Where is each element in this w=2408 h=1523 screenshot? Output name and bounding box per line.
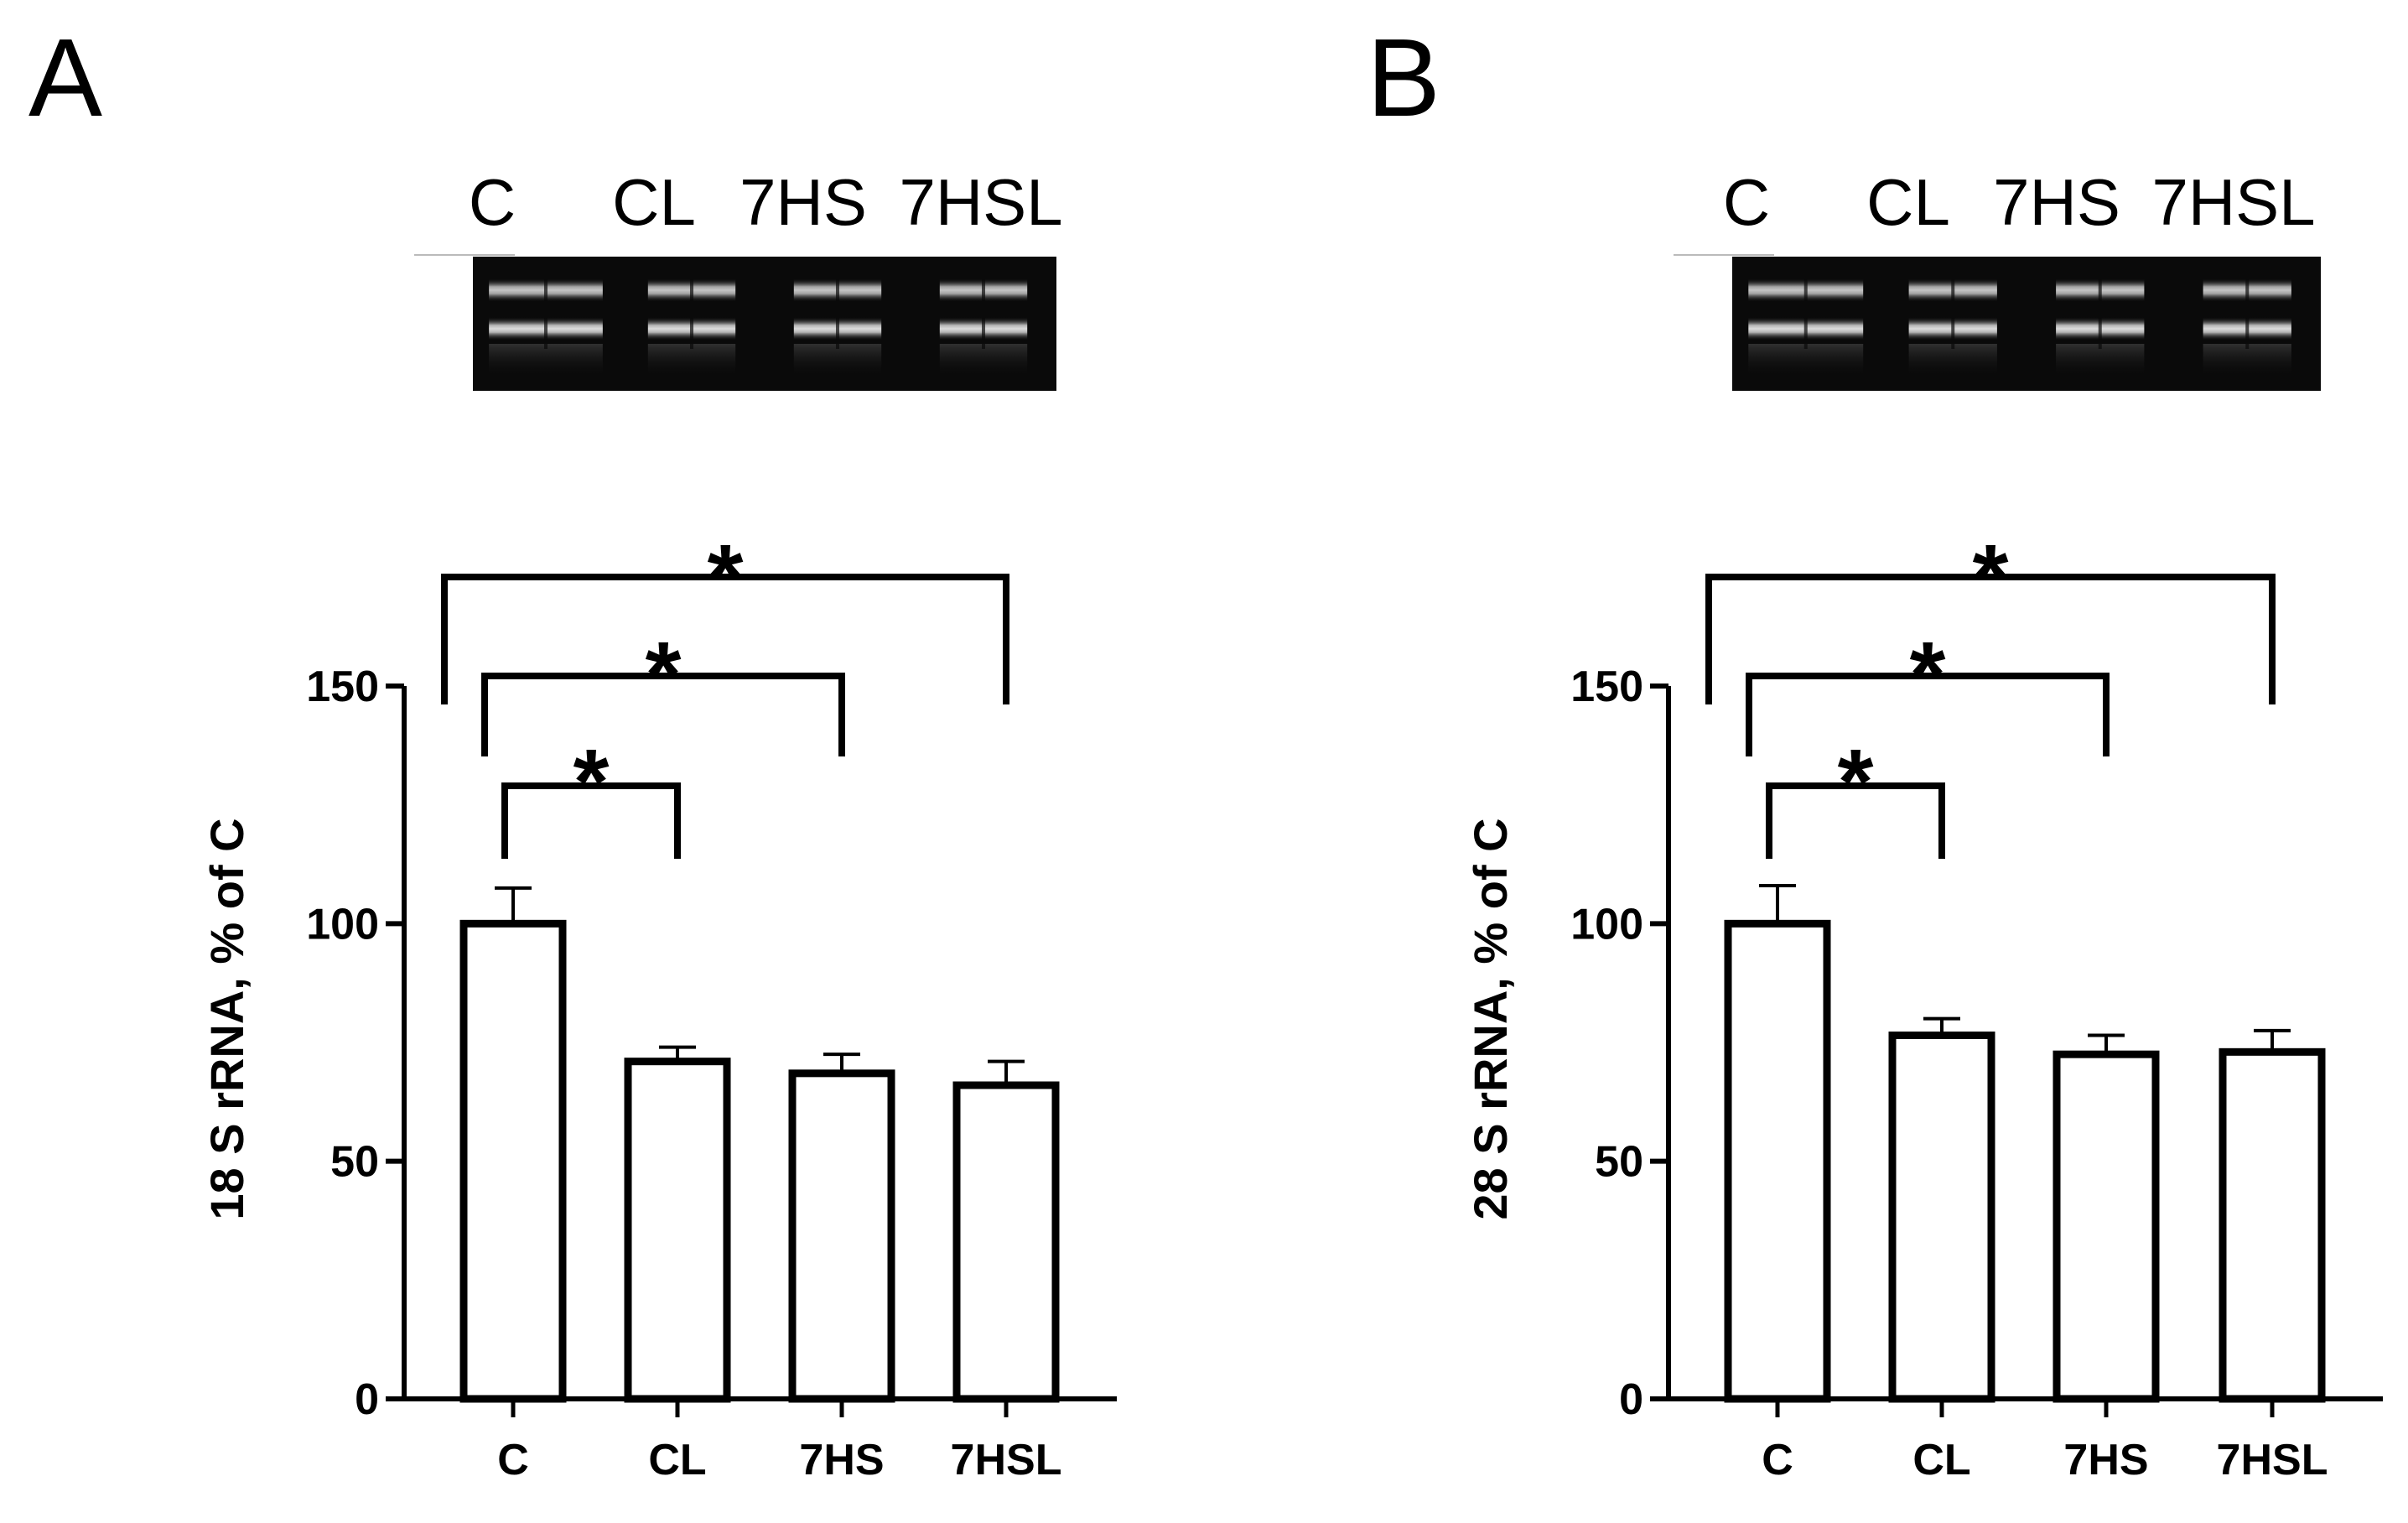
x-tick-label: C bbox=[497, 1436, 529, 1484]
significance-bracket bbox=[441, 574, 1009, 704]
gel-lane bbox=[1908, 273, 1997, 377]
gel-lane-label: 7HSL bbox=[2151, 165, 2315, 239]
y-axis-label: 18 S rRNA, % of C bbox=[200, 818, 253, 1219]
bar bbox=[952, 1081, 1060, 1403]
gel-lane bbox=[647, 273, 736, 377]
y-tick-label: 50 bbox=[330, 1138, 379, 1187]
y-tick-label: 100 bbox=[1570, 900, 1643, 949]
gel-lane bbox=[2203, 273, 2291, 377]
y-tick-label: 150 bbox=[1570, 663, 1643, 711]
bar-plot: 0 50 100 150 C CL 7HS 7HSL * * * bbox=[306, 526, 1117, 1484]
significance-star: * bbox=[1910, 623, 1946, 726]
gel-lane-label: CL bbox=[612, 165, 696, 239]
significance-bracket bbox=[1705, 574, 2276, 704]
significance-bracket bbox=[501, 782, 681, 859]
significance-star: * bbox=[646, 623, 682, 726]
panel-letter: B bbox=[1367, 16, 1440, 139]
gel-lane-labels: C CL 7HS 7HSL bbox=[469, 165, 1063, 239]
bar bbox=[2053, 1050, 2160, 1403]
bar bbox=[788, 1069, 895, 1403]
gel-lane-label: 7HS bbox=[1993, 165, 2120, 239]
x-tick-label: 7HSL bbox=[2217, 1436, 2328, 1484]
gel-lane-labels: C CL 7HS 7HSL bbox=[1723, 165, 2316, 239]
gel-smear bbox=[939, 344, 1028, 377]
gel-lane-label: C bbox=[469, 165, 516, 239]
x-tick-label: 7HS bbox=[2063, 1436, 2148, 1484]
gel-smear bbox=[647, 344, 736, 377]
bar bbox=[624, 1058, 731, 1403]
gel-lane-label: 7HS bbox=[740, 165, 867, 239]
gel-lane bbox=[489, 273, 603, 377]
significance-bracket bbox=[481, 673, 845, 756]
x-tick-label: C bbox=[1762, 1436, 1793, 1484]
gel-lane bbox=[939, 273, 1028, 377]
y-tick-label: 0 bbox=[1619, 1375, 1643, 1424]
bar bbox=[1888, 1032, 1995, 1403]
gel-lane-label: CL bbox=[1866, 165, 1950, 239]
gel-smear bbox=[1908, 344, 1997, 377]
y-tick-label: 50 bbox=[1595, 1138, 1643, 1187]
panel-letter: A bbox=[29, 16, 102, 139]
gel-smear bbox=[1748, 344, 1864, 377]
gel-smear bbox=[793, 344, 882, 377]
gel-smear bbox=[2056, 344, 2145, 377]
x-tick-label: CL bbox=[1912, 1436, 1970, 1484]
significance-star: * bbox=[708, 526, 744, 629]
gel-image bbox=[414, 254, 1056, 391]
y-tick-label: 150 bbox=[306, 663, 379, 711]
bar bbox=[2219, 1047, 2326, 1403]
gel-lane-label: C bbox=[1723, 165, 1770, 239]
y-axis-label: 28 S rRNA, % of C bbox=[1464, 818, 1517, 1219]
gel-lane bbox=[1748, 273, 1864, 377]
panel-a: A C CL 7HS 7HSL 18 S rRNA, % of C 0 50 100 150… bbox=[29, 16, 1117, 1484]
gel-lane bbox=[2056, 273, 2145, 377]
gel-lane bbox=[793, 273, 882, 377]
bar-plot: 0 50 100 150 C CL 7HS 7HSL * * * bbox=[1570, 526, 2383, 1484]
gel-lane-label: 7HSL bbox=[899, 165, 1062, 239]
gel-smear bbox=[2203, 344, 2291, 377]
significance-bracket bbox=[1746, 673, 2110, 756]
significance-star: * bbox=[1973, 526, 2009, 629]
panel-b: B C CL 7HS 7HSL 28 S rRNA, % of C 0 50 100 150… bbox=[1367, 16, 2383, 1484]
y-tick-label: 0 bbox=[355, 1375, 379, 1424]
y-tick-label: 100 bbox=[306, 900, 379, 949]
gel-smear bbox=[489, 344, 603, 377]
x-tick-label: 7HS bbox=[799, 1436, 884, 1484]
bar bbox=[1724, 919, 1831, 1403]
significance-bracket bbox=[1766, 782, 1945, 859]
bar bbox=[459, 919, 567, 1403]
significance-star: * bbox=[573, 730, 610, 834]
x-tick-label: 7HSL bbox=[951, 1436, 1062, 1484]
significance-star: * bbox=[1838, 730, 1874, 834]
gel-image bbox=[1674, 254, 2321, 391]
x-tick-label: CL bbox=[648, 1436, 706, 1484]
